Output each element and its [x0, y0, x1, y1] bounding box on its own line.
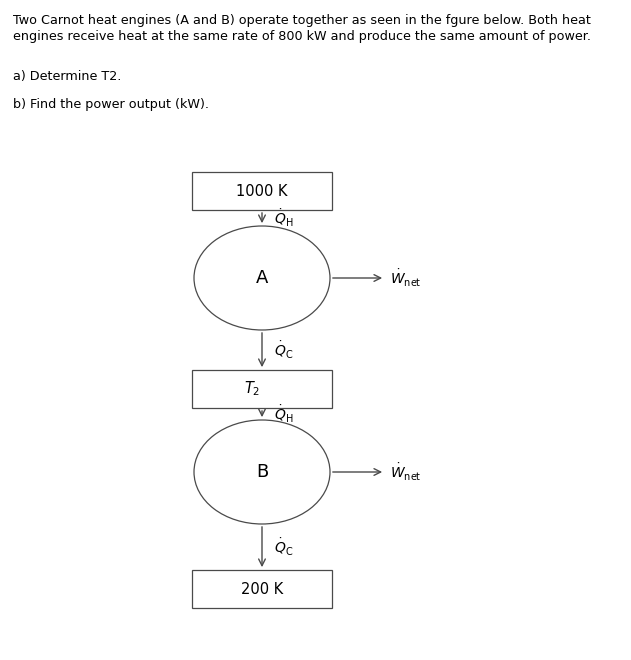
- Ellipse shape: [194, 420, 330, 524]
- Bar: [192, 370, 332, 408]
- Text: engines receive heat at the same rate of 800 kW and produce the same amount of p: engines receive heat at the same rate of…: [13, 30, 591, 43]
- Text: a) Determine T2.: a) Determine T2.: [13, 70, 121, 83]
- Bar: [192, 570, 332, 608]
- Text: B: B: [256, 463, 268, 481]
- Text: $\dot{Q}_\mathrm{H}$: $\dot{Q}_\mathrm{H}$: [274, 207, 293, 228]
- Bar: [192, 172, 332, 210]
- Text: A: A: [256, 269, 268, 287]
- Text: $T_2$: $T_2$: [244, 379, 260, 399]
- Text: 200 K: 200 K: [241, 581, 283, 597]
- Text: $\dot{W}_\mathrm{net}$: $\dot{W}_\mathrm{net}$: [390, 267, 422, 288]
- Text: 1000 K: 1000 K: [236, 183, 288, 199]
- Text: $\dot{Q}_\mathrm{H}$: $\dot{Q}_\mathrm{H}$: [274, 403, 293, 424]
- Ellipse shape: [194, 226, 330, 330]
- Text: $\dot{Q}_\mathrm{C}$: $\dot{Q}_\mathrm{C}$: [274, 339, 293, 360]
- Text: Two Carnot heat engines (A and B) operate together as seen in the fgure below. B: Two Carnot heat engines (A and B) operat…: [13, 14, 591, 27]
- Text: $\dot{W}_\mathrm{net}$: $\dot{W}_\mathrm{net}$: [390, 461, 422, 482]
- Text: $\dot{Q}_\mathrm{C}$: $\dot{Q}_\mathrm{C}$: [274, 537, 293, 558]
- Text: b) Find the power output (kW).: b) Find the power output (kW).: [13, 98, 209, 111]
